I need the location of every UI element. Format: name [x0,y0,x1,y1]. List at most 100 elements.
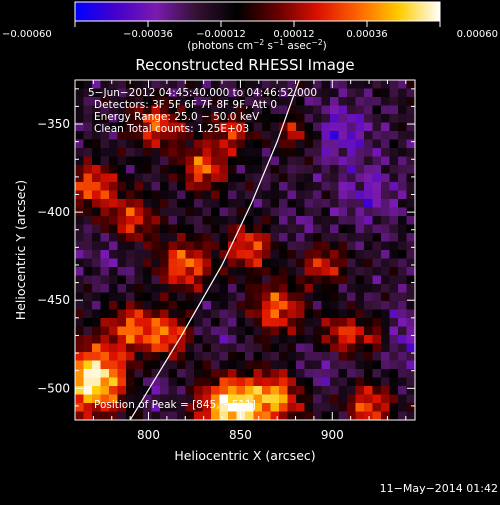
heatmap-cell [321,173,331,183]
heatmap-cell [304,292,314,302]
heatmap-cell [83,394,93,404]
heatmap-cell [109,122,119,132]
heatmap-cell [372,411,382,420]
heatmap-cell [253,326,263,336]
heatmap-cell [126,122,136,132]
heatmap-cell [313,403,323,413]
heatmap-cell [202,403,212,413]
heatmap-cell [134,275,144,285]
heatmap-cell [406,190,415,200]
heatmap-cell [117,224,127,234]
heatmap-cell [338,318,348,328]
heatmap-cell [279,360,289,370]
heatmap-cell [219,182,229,192]
heatmap-cell [219,139,229,149]
heatmap-cell [398,139,408,149]
heatmap-cell [398,122,408,132]
heatmap-cell [372,352,382,362]
heatmap-cell [185,352,195,362]
heatmap-cell [126,216,136,226]
heatmap-cell [304,97,314,107]
heatmap-cell [92,216,102,226]
heatmap-cell [355,301,365,311]
heatmap-cell [304,182,314,192]
heatmap-cell [151,88,161,98]
heatmap-cell [304,173,314,183]
heatmap-cell [83,80,93,90]
heatmap-cell [202,284,212,294]
heatmap-cell [389,165,399,175]
heatmap-cell [355,148,365,158]
heatmap-cell [177,309,187,319]
heatmap-cell [296,386,306,396]
heatmap-cell [389,386,399,396]
heatmap-cell [372,335,382,345]
heatmap-cell [151,97,161,107]
heatmap-cell [92,139,102,149]
heatmap-cell [109,139,119,149]
heatmap-cell [92,369,102,379]
heatmap-cell [160,301,170,311]
heatmap-cell [168,156,178,166]
heatmap-cell [270,148,280,158]
y-axis-ticks: −350−400−450−500 [37,88,415,407]
heatmap-cell [117,258,127,268]
heatmap-cell [313,394,323,404]
heatmap-cell [330,411,340,420]
heatmap-cell [389,326,399,336]
heatmap-cell [151,267,161,277]
heatmap-cell [355,394,365,404]
heatmap-cell [262,343,272,353]
heatmap-cell [389,233,399,243]
heatmap-cell [372,394,382,404]
heatmap-cell [160,258,170,268]
heatmap-cell [321,148,331,158]
heatmap-cell [398,105,408,115]
heatmap-cell [168,190,178,200]
heatmap-cell [287,309,297,319]
heatmap-cell [134,131,144,141]
heatmap-cell [109,80,119,90]
heatmap-cell [134,318,144,328]
heatmap-cell [270,156,280,166]
heatmap-cell [134,156,144,166]
heatmap-cell [355,403,365,413]
heatmap-cell [355,343,365,353]
heatmap-cell [270,105,280,115]
heatmap-cell [398,369,408,379]
heatmap-cell [262,292,272,302]
colorbar-tick-label: 0.00036 [346,29,387,40]
heatmap-cell [398,411,408,420]
heatmap-cell [381,88,391,98]
heatmap-cell [168,386,178,396]
heatmap-cell [330,403,340,413]
heatmap-cell [202,411,212,420]
heatmap-cell [304,199,314,209]
heatmap-cell [406,377,415,387]
heatmap-cell [381,148,391,158]
heatmap-cell [117,241,127,251]
heatmap-cell [245,216,255,226]
heatmap-cell [219,377,229,387]
heatmap-cell [75,360,85,370]
heatmap-cell [313,284,323,294]
heatmap-cell [253,233,263,243]
heatmap-cell [287,139,297,149]
heatmap-cell [389,411,399,420]
heatmap-cell [245,80,255,90]
heatmap-cell [347,122,357,132]
heatmap-cell [160,88,170,98]
heatmap-cell [338,165,348,175]
heatmap-cell [262,105,272,115]
heatmap-cell [185,284,195,294]
heatmap-cell [228,156,238,166]
heatmap-cell [100,309,110,319]
heatmap-cell [151,318,161,328]
heatmap-cell [126,352,136,362]
heatmap-cell [126,411,136,420]
heatmap-cell [75,122,85,132]
heatmap-cell [355,326,365,336]
heatmap-cell [160,318,170,328]
heatmap-cell [83,148,93,158]
heatmap-cell [372,343,382,353]
